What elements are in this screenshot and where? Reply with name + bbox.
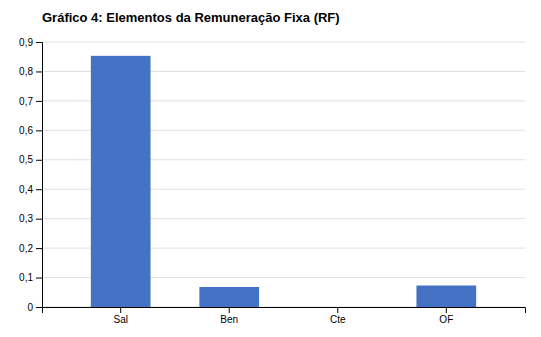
tick: 0,2: [19, 243, 42, 254]
grid: [42, 42, 525, 307]
tick: 0,9: [19, 37, 42, 48]
grid-line: [42, 42, 525, 43]
tick-mark: [36, 42, 42, 43]
tick-mark: [36, 101, 42, 102]
tick-mark: [36, 71, 42, 72]
tick-label: 0,1: [19, 272, 33, 283]
bar: [308, 307, 368, 308]
x-axis: Sal Ben Cte OF: [43, 307, 526, 325]
tick-label: 0,7: [19, 96, 33, 107]
tick-label: 0,8: [19, 66, 33, 77]
bar: [91, 56, 151, 307]
tick: OF: [439, 307, 453, 325]
tick-label: Cte: [330, 314, 346, 325]
tick-label: 0,3: [19, 213, 33, 224]
tick-label: Sal: [113, 314, 127, 325]
axis-line: [43, 308, 526, 314]
tick-label: 0: [27, 302, 33, 313]
tick: 0,3: [19, 213, 42, 224]
tick: 0,4: [19, 184, 42, 195]
tick-mark: [337, 307, 338, 313]
tick-label: 0,9: [19, 37, 33, 48]
tick-mark: [36, 278, 42, 279]
tick-mark: [36, 219, 42, 220]
bar: [199, 287, 259, 307]
title: Gráfico 4: Elementos da Remuneração Fixa…: [42, 10, 340, 25]
tick: Cte: [330, 307, 346, 325]
tick-label: 0,2: [19, 243, 33, 254]
tick: 0,7: [19, 96, 42, 107]
tick-mark: [36, 160, 42, 161]
tick-mark: [36, 307, 42, 308]
tick-mark: [36, 248, 42, 249]
tick-mark: [120, 307, 121, 313]
plot: 0 0,1 0,2 0,3 0,4 0,5 0,6 0,7 0,8 0,9 Sal Ben Cte OF: [19, 37, 525, 325]
bars: [91, 56, 476, 307]
tick: Sal: [113, 307, 127, 325]
y-axis: 0 0,1 0,2 0,3 0,4 0,5 0,6 0,7 0,8 0,9: [19, 37, 42, 313]
tick: 0,6: [19, 125, 42, 136]
tick: 0,5: [19, 154, 42, 165]
chart: Gráfico 4: Elementos da Remuneração Fixa…: [0, 0, 541, 337]
tick-label: 0,6: [19, 125, 33, 136]
tick-label: Ben: [220, 314, 238, 325]
tick-mark: [446, 307, 447, 313]
tick-mark: [36, 189, 42, 190]
tick-mark: [229, 307, 230, 313]
tick: 0,8: [19, 66, 42, 77]
tick: Ben: [220, 307, 238, 325]
axis-line: [36, 43, 43, 308]
tick-mark: [36, 130, 42, 131]
tick-label: OF: [439, 314, 453, 325]
tick-label: 0,4: [19, 184, 33, 195]
tick: 0,1: [19, 272, 42, 283]
tick: 0: [27, 302, 42, 313]
tick-label: 0,5: [19, 154, 33, 165]
bar: [416, 286, 476, 307]
